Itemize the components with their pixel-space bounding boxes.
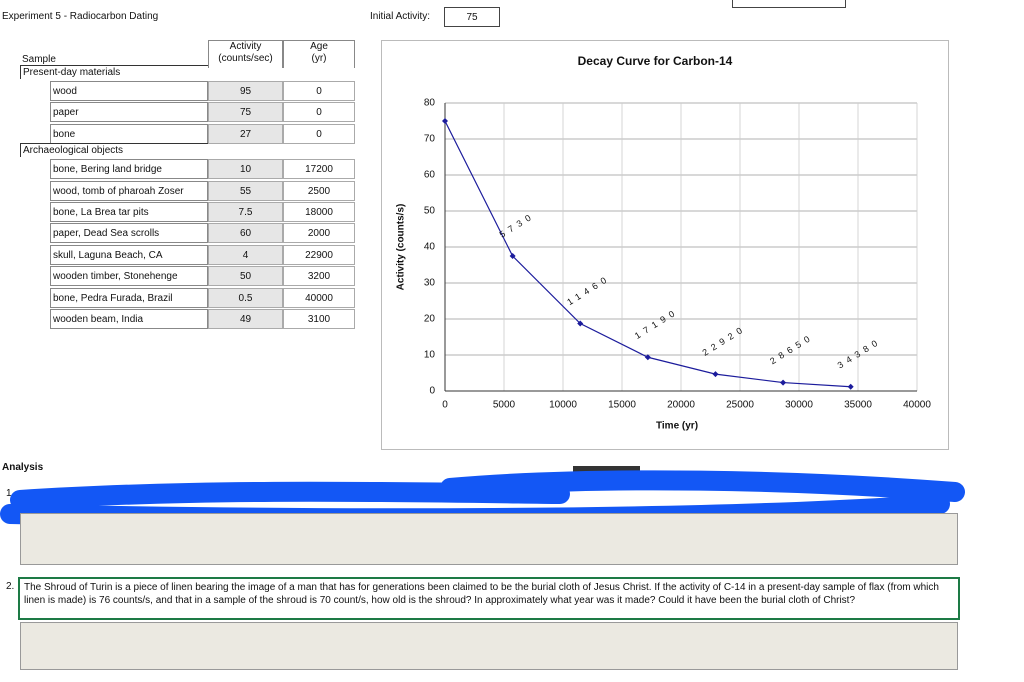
sample-name: paper (50, 102, 208, 123)
data-point (442, 118, 448, 124)
column-header: Sample (22, 54, 56, 65)
x-tick-label: 5000 (493, 400, 516, 411)
column-header: Age (yr) (283, 40, 355, 68)
age-value: 17200 (283, 159, 355, 180)
q1-number: 1. (6, 488, 15, 499)
activity-value: 75 (208, 102, 283, 123)
chart: Decay Curve for Carbon-14 Time (yr) Acti… (381, 40, 949, 450)
question-2: The Shroud of Turin is a piece of linen … (18, 577, 960, 620)
x-tick-label: 20000 (667, 400, 695, 411)
activity-value: 50 (208, 266, 283, 287)
initial-label: Initial Activity: (370, 11, 431, 22)
activity-value: 95 (208, 81, 283, 101)
y-tick-label: 20 (424, 314, 436, 325)
age-value: 0 (283, 102, 355, 123)
activity-value: 10 (208, 159, 283, 180)
age-value: 0 (283, 123, 355, 144)
sample-name: bone, Bering land bridge (50, 159, 208, 180)
y-axis-label: Activity (counts/s) (396, 204, 407, 291)
q2-number: 2. (6, 581, 15, 592)
data-point (644, 354, 651, 361)
age-value: 40000 (283, 287, 355, 308)
age-value: 0 (283, 81, 355, 101)
x-tick-label: 0 (442, 400, 448, 411)
y-tick-label: 30 (424, 278, 436, 289)
data-point (509, 253, 516, 259)
sample-name: paper, Dead Sea scrolls (50, 223, 208, 244)
chart-frame (381, 40, 949, 450)
section-title: Present-day materials (20, 65, 208, 79)
age-value: 3200 (283, 266, 355, 287)
sample-name: bone (50, 123, 208, 144)
sample-name: wood, tomb of pharoah Zoser (50, 180, 208, 201)
sample-name: wooden timber, Stonehenge (50, 266, 208, 287)
column-header: Activity (counts/sec) (208, 40, 283, 68)
x-tick-label: 15000 (608, 400, 636, 411)
activity-value: 0.5 (208, 287, 283, 308)
x-axis-label: Time (yr) (656, 421, 698, 432)
activity-value: 27 (208, 123, 283, 144)
age-value: 2000 (283, 223, 355, 244)
activity-value: 60 (208, 223, 283, 244)
answer-box-2[interactable] (20, 622, 958, 670)
answer-box-1[interactable] (20, 513, 958, 565)
age-value: 22900 (283, 244, 355, 265)
sample-name: bone, La Brea tar pits (50, 202, 208, 222)
chart-title: Decay Curve for Carbon-14 (578, 54, 733, 68)
data-point (847, 383, 854, 390)
activity-value: 55 (208, 180, 283, 201)
x-tick-label: 35000 (844, 400, 872, 411)
activity-value: 4 (208, 244, 283, 265)
date-field[interactable] (732, 0, 846, 8)
age-value: 3100 (283, 309, 355, 329)
x-tick-label: 30000 (785, 400, 813, 411)
data-point (577, 320, 584, 327)
title: Experiment 5 - Radiocarbon Dating (2, 11, 159, 22)
sample-name: wooden beam, India (50, 309, 208, 329)
sample-name: skull, Laguna Beach, CA (50, 244, 208, 265)
activity-value: 7.5 (208, 202, 283, 222)
sample-name: bone, Pedra Furada, Brazil (50, 287, 208, 308)
x-tick-label: 40000 (903, 400, 931, 411)
initial-value[interactable]: 75 (444, 7, 500, 27)
x-tick-label: 25000 (726, 400, 754, 411)
y-tick-label: 60 (424, 170, 436, 181)
section-title: Archaeological objects (20, 143, 208, 158)
y-tick-label: 0 (429, 386, 435, 397)
y-tick-label: 80 (424, 98, 436, 109)
analysis-title: Analysis (2, 462, 44, 473)
y-tick-label: 70 (424, 134, 436, 145)
x-tick-label: 10000 (549, 400, 577, 411)
sample-name: wood (50, 81, 208, 101)
activity-value: 49 (208, 309, 283, 329)
data-point (712, 371, 719, 378)
y-tick-label: 50 (424, 206, 436, 217)
y-tick-label: 40 (424, 242, 436, 253)
age-value: 2500 (283, 180, 355, 201)
data-point (780, 379, 787, 386)
y-tick-label: 10 (424, 350, 436, 361)
age-value: 18000 (283, 202, 355, 222)
